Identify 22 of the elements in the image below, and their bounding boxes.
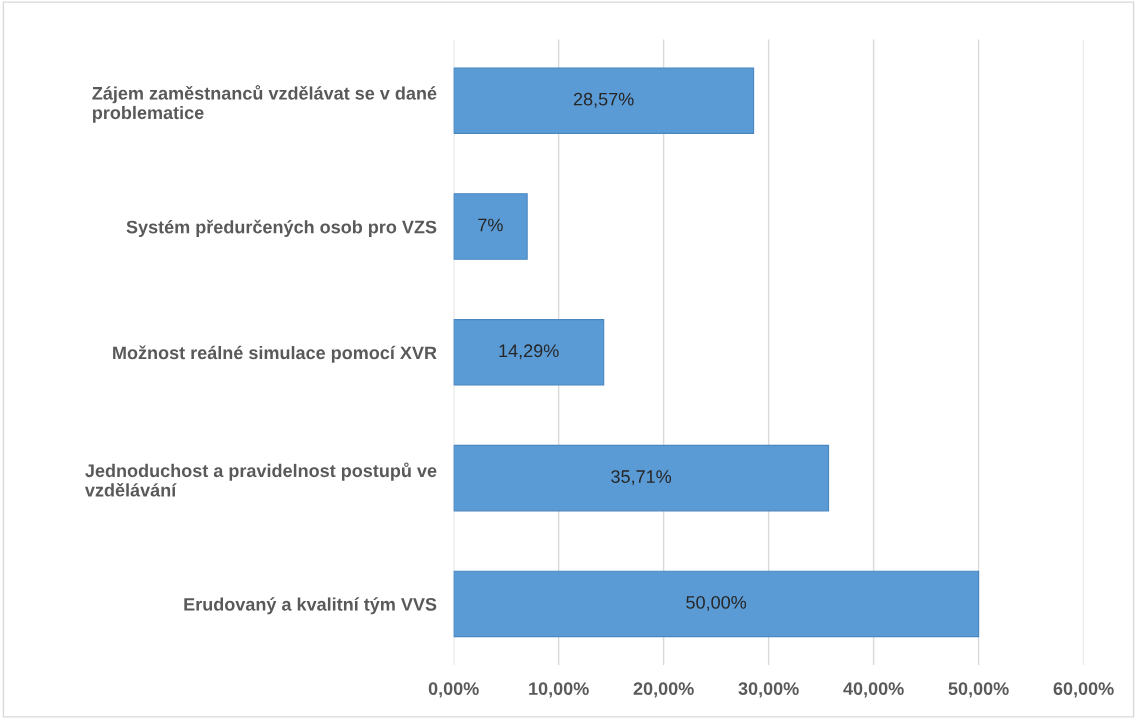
- x-tick-label: 60,00%: [1053, 682, 1114, 698]
- x-tick-label: 20,00%: [633, 682, 694, 698]
- y-tick-label: Možnost reálné simulace pomocí XVR: [113, 345, 437, 363]
- bar: [453, 444, 830, 512]
- data-label: 28,57%: [573, 92, 634, 108]
- x-tick-label: 50,00%: [948, 682, 1009, 698]
- data-label: 7%: [478, 218, 503, 232]
- x-tick-label: 0,00%: [428, 682, 479, 698]
- bar: [453, 570, 980, 638]
- data-label: 35,71%: [611, 470, 672, 486]
- bar: [453, 319, 605, 386]
- y-tick-label: Erudovaný a kvalitní tým VVS: [184, 597, 437, 615]
- data-label: 50,00%: [686, 595, 747, 611]
- data-label: 14,29%: [499, 344, 559, 360]
- bar: [453, 67, 755, 134]
- x-tick-label: 30,00%: [738, 682, 799, 698]
- x-tick-label: 40,00%: [843, 682, 904, 698]
- bar: [453, 193, 528, 260]
- y-tick-label: Zájem zaměstnanců vzdělávat se v dané problematice: [92, 85, 437, 123]
- y-tick-label: Systém předurčených osob pro VZS: [126, 219, 437, 237]
- y-tick-label: Jednoduchost a pravidelnost postupů ve vzdělávání: [84, 462, 437, 497]
- x-tick-label: 10,00%: [529, 682, 589, 698]
